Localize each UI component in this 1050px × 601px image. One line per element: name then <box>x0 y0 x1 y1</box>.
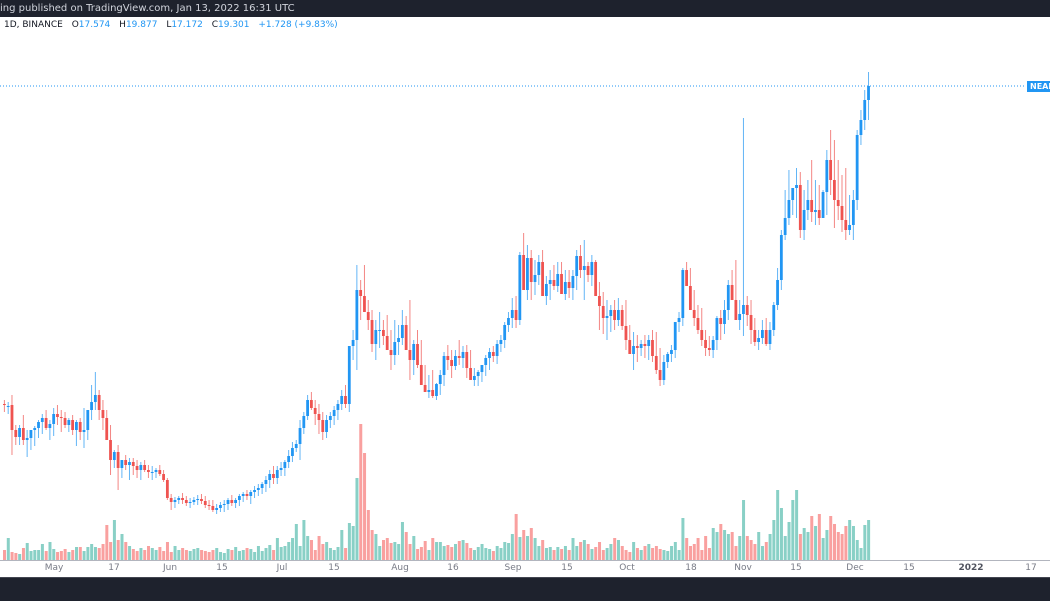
time-axis-tick: 18 <box>685 563 697 573</box>
time-axis-tick: 15 <box>790 563 802 573</box>
open-label: O <box>71 20 79 30</box>
change-value: +1.728 (+9.83%) <box>258 20 338 30</box>
time-axis-tick: May <box>44 563 64 573</box>
high-value: 19.877 <box>125 20 158 30</box>
time-axis-tick: Jun <box>162 563 178 573</box>
high-label: H <box>119 20 126 30</box>
ohlc-legend: 1D, BINANCE O17.574 H19.877 L17.172 C19.… <box>4 20 338 30</box>
time-axis-tick: 15 <box>328 563 340 573</box>
time-axis-tick: 17 <box>108 563 120 573</box>
candlestick-chart[interactable] <box>0 17 1050 560</box>
close-label: C <box>211 20 218 30</box>
time-axis[interactable]: May 17 Jun 15 Jul 15 Aug 16 Sep 15 Oct 18 Nov 15 Dec 15… <box>0 560 1050 578</box>
time-axis-tick: 17 <box>1025 563 1037 573</box>
close-value: 19.301 <box>218 20 250 30</box>
time-axis-tick: Aug <box>391 563 409 573</box>
last-price-symbol-label: NEAR <box>1027 81 1050 92</box>
time-axis-tick: Sep <box>504 563 522 573</box>
low-label: L <box>166 20 172 30</box>
bottom-bar <box>0 577 1050 601</box>
time-axis-tick: Dec <box>846 563 864 573</box>
time-axis-tick: 15 <box>903 563 915 573</box>
time-axis-tick: Oct <box>619 563 635 573</box>
interval-exchange: 1D, BINANCE <box>4 20 63 30</box>
open-value: 17.574 <box>78 20 111 30</box>
published-banner: ing published on TradingView.com, Jan 13… <box>0 0 1050 17</box>
time-axis-tick: 15 <box>561 563 573 573</box>
volume-bars <box>3 424 871 560</box>
time-axis-tick: Nov <box>734 563 752 573</box>
time-axis-tick: 2022 <box>958 563 984 573</box>
time-axis-tick: 15 <box>216 563 228 573</box>
low-value: 17.172 <box>171 20 203 30</box>
time-axis-tick: 16 <box>447 563 459 573</box>
candles <box>3 72 870 514</box>
published-text: ing published on TradingView.com, Jan 13… <box>0 3 295 14</box>
time-axis-tick: Jul <box>276 563 288 573</box>
